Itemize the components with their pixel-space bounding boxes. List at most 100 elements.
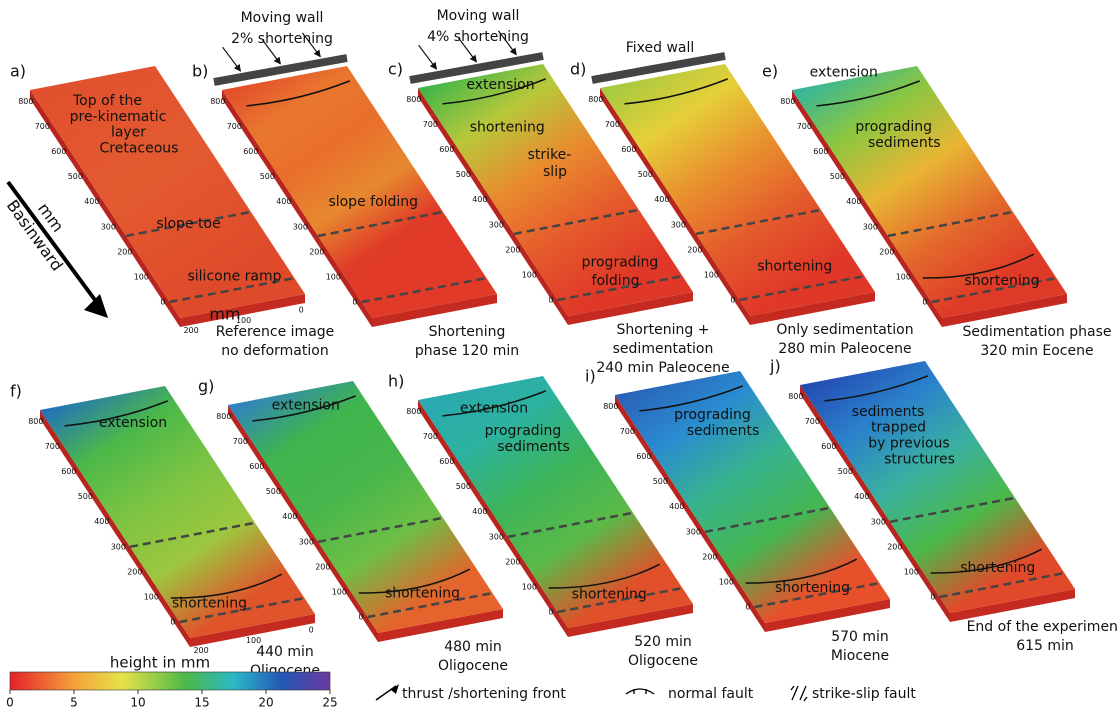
y-tick-label: 400 [669, 502, 684, 511]
y-tick-label: 0 [745, 603, 750, 612]
y-tick-label: 800 [406, 407, 421, 416]
annotation: silicone ramp [187, 269, 281, 285]
y-tick-label: 0 [352, 298, 357, 307]
colorbar-tick-label: 0 [6, 696, 14, 710]
annotation: sediments [687, 423, 760, 439]
annotation: slope folding [328, 194, 418, 210]
dashed-line [361, 276, 487, 304]
panel-surface [418, 64, 693, 316]
wall-label: 2% shortening [231, 31, 333, 47]
panel-front [180, 294, 305, 327]
panel-side [40, 410, 190, 647]
annotation: by previous [868, 436, 949, 452]
annotation: shortening [960, 560, 1035, 576]
y-tick-label: 800 [28, 417, 43, 426]
thrust-line [922, 253, 1035, 279]
caption: 440 min [256, 644, 314, 660]
panel: f) 800 700 600 500 400 300 200 100 0 200 100 0 extens… [10, 382, 320, 680]
y-tick-label: 0 [930, 593, 935, 602]
y-tick-label: 800 [588, 95, 603, 104]
dashed-line [557, 274, 683, 302]
y-tick-label: 700 [797, 122, 812, 131]
fault-line [824, 375, 929, 402]
dashed-line [889, 496, 1016, 524]
panel-surface [40, 386, 315, 638]
annotation: sediments [868, 135, 941, 151]
annotation: prograding [674, 407, 751, 423]
direction-arrow [6, 180, 97, 302]
colorbar-tick-label: 20 [258, 696, 273, 710]
panel-front [942, 294, 1067, 327]
caption: Oligocene [628, 653, 698, 669]
y-tick-label: 400 [84, 197, 99, 206]
annotation: extension [99, 415, 167, 431]
panel-side [228, 405, 378, 642]
wall-arrow [458, 37, 477, 63]
y-tick-label: 100 [719, 577, 734, 586]
panel-label: h) [388, 372, 404, 391]
y-tick-label: 0 [548, 608, 553, 617]
y-tick-label: 600 [249, 462, 264, 471]
y-tick-label: 400 [276, 197, 291, 206]
dashed-line [169, 276, 295, 304]
dashed-line [513, 208, 640, 236]
y-tick-label: 100 [332, 587, 347, 596]
y-tick-label: 300 [293, 222, 308, 231]
annotation: pre-kinematic [70, 109, 167, 125]
annotation: folding [592, 273, 640, 289]
panel-front [372, 294, 497, 327]
y-tick-label: 500 [78, 492, 93, 501]
thrust-icon [375, 685, 397, 701]
y-tick-label: 400 [854, 492, 869, 501]
wall-arrow [497, 30, 517, 56]
annotation: extension [272, 397, 340, 413]
y-tick-label: 500 [830, 172, 845, 181]
caption: Sedimentation phase [963, 324, 1112, 340]
y-tick-label: 200 [127, 567, 142, 576]
panel: a) 800 700 600 500 400 300 200 100 0 200 100 0 Top of… [10, 62, 334, 360]
caption: 280 min Paleocene [778, 341, 911, 357]
y-tick-label: 500 [653, 477, 668, 486]
panel: i) 800 700 600 500 400 300 200 100 0 progradingsed… [585, 367, 890, 664]
y-tick-label: 200 [702, 552, 717, 561]
panel-surface [615, 371, 890, 623]
y-tick-label: 600 [439, 145, 454, 154]
wall-label: Fixed wall [626, 40, 695, 56]
wall-label: 4% shortening [427, 29, 529, 45]
panel: b) 800 700 600 500 400 300 200 100 0 slope folding… [192, 10, 519, 359]
normal-fault-icon [625, 688, 655, 695]
y-tick-label: 300 [863, 222, 878, 231]
y-tick-label: 700 [45, 442, 60, 451]
annotation: shortening [470, 119, 545, 135]
annotation: shortening [572, 586, 647, 602]
y-tick-label: 700 [35, 122, 50, 131]
panel-side [222, 90, 372, 327]
y-tick-label: 800 [788, 392, 803, 401]
caption: End of the experiment [967, 619, 1118, 635]
x-tick-label: 0 [309, 626, 314, 635]
fault-line [639, 385, 744, 412]
annotation: extension [460, 401, 528, 417]
panel-side [418, 400, 568, 637]
thrust-line [170, 573, 283, 599]
annotation: extension [810, 64, 878, 80]
y-tick-label: 300 [299, 537, 314, 546]
y-tick-label: 200 [887, 542, 902, 551]
panel-surface [418, 376, 693, 628]
x-tick-label: 100 [246, 636, 261, 645]
y-tick-label: 600 [821, 442, 836, 451]
wall-arrow [222, 46, 242, 72]
panel-front [568, 292, 693, 325]
y-tick-label: 600 [439, 457, 454, 466]
y-tick-label: 800 [406, 95, 421, 104]
thrust-line [548, 563, 661, 589]
panel-side [800, 385, 950, 622]
panel-front [765, 599, 890, 632]
panel-surface [600, 64, 875, 316]
caption: phase 120 min [415, 343, 519, 359]
x-tick-label: 100 [236, 316, 251, 325]
y-tick-label: 800 [216, 412, 231, 421]
y-tick-label: 0 [170, 618, 175, 627]
annotation: layer [111, 125, 146, 141]
y-tick-label: 200 [315, 562, 330, 571]
